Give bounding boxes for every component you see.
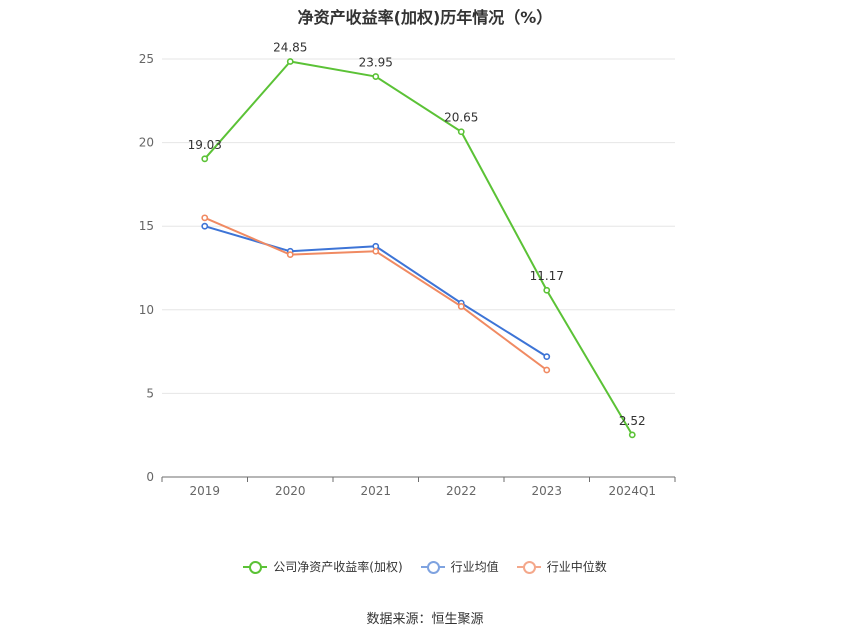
axes: 0 5 10 15 20 25 2019 2020 2021 2022 2023 2024Q1 [139,52,676,498]
y-tick-label: 15 [139,219,154,233]
legend-label: 公司净资产收益率(加权) [273,560,403,574]
data-point[interactable] [457,303,465,310]
x-tick-label: 2021 [360,484,391,498]
series-line [203,60,634,436]
data-label: 20.65 [444,111,478,125]
legend-marker-industry-mean [420,560,445,574]
data-point[interactable] [286,58,294,65]
legend-marker-company-roe [243,560,268,574]
data-label: 24.85 [273,41,307,55]
legend-item-industry-median[interactable]: 行业中位数 [516,558,607,575]
y-tick-label: 5 [146,386,154,400]
x-tick-label: 2024Q1 [608,484,656,498]
grid-lines [162,58,675,394]
x-tick-label: 2022 [446,484,477,498]
data-point[interactable] [543,286,551,294]
y-tick-label: 0 [146,470,154,484]
legend-item-industry-mean[interactable]: 行业均值 [420,558,499,575]
data-point[interactable] [457,128,465,136]
legend-item-company-roe[interactable]: 公司净资产收益率(加权) [243,558,403,575]
x-tick-label: 2020 [275,484,306,498]
legend: 公司净资产收益率(加权) 行业均值 行业中位数 [0,558,850,575]
data-point[interactable] [201,155,209,163]
data-point[interactable] [372,73,380,80]
legend-label: 行业中位数 [546,560,607,574]
data-point[interactable] [201,222,209,230]
legend-label: 行业均值 [450,560,499,574]
data-point[interactable] [286,251,294,259]
data-point[interactable] [543,353,551,361]
y-tick-label: 20 [139,136,154,150]
legend-marker-industry-median [516,560,541,574]
data-point[interactable] [201,214,209,222]
data-label: 11.17 [530,269,564,283]
y-tick-label: 10 [139,303,154,317]
data-point[interactable] [628,431,636,439]
series-lines [201,58,636,439]
chart-title: 净资产收益率(加权)历年情况（%） [297,8,553,27]
data-label: 2.52 [619,414,646,428]
y-tick-label: 25 [139,52,154,66]
data-source-note: 数据来源：恒生聚源 [366,612,484,627]
data-label: 19.03 [188,138,222,152]
data-label: 23.95 [359,56,393,70]
data-point[interactable] [543,366,551,374]
x-tick-label: 2023 [531,484,562,498]
series-line [204,216,548,371]
data-point[interactable] [372,247,380,255]
x-tick-label: 2019 [189,484,220,498]
data-labels: 19.03 24.85 23.95 20.65 11.17 2.52 [188,41,646,428]
